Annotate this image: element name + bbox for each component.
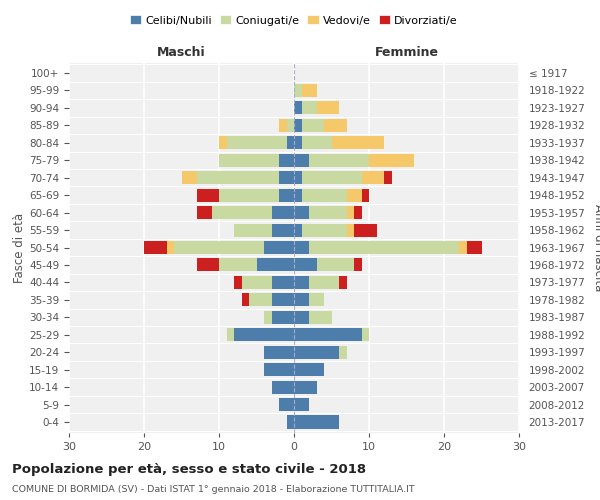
Bar <box>219 154 279 167</box>
Bar <box>302 188 347 202</box>
Bar <box>257 258 294 272</box>
Bar <box>144 241 167 254</box>
Bar <box>287 136 294 149</box>
Bar <box>317 102 339 114</box>
Bar <box>241 294 249 306</box>
Bar <box>302 171 361 184</box>
Bar <box>294 154 309 167</box>
Bar <box>384 171 392 184</box>
Bar <box>234 328 294 342</box>
Bar <box>294 416 339 428</box>
Bar <box>249 294 271 306</box>
Bar <box>294 171 302 184</box>
Bar <box>197 171 279 184</box>
Bar <box>279 188 294 202</box>
Bar <box>279 154 294 167</box>
Bar <box>174 241 264 254</box>
Bar <box>309 154 369 167</box>
Bar <box>294 363 324 376</box>
Bar <box>294 119 302 132</box>
Bar <box>347 188 361 202</box>
Bar <box>294 206 309 219</box>
Bar <box>459 241 467 254</box>
Bar <box>354 258 361 272</box>
Bar <box>467 241 482 254</box>
Bar <box>264 311 271 324</box>
Bar <box>309 276 339 289</box>
Bar <box>279 398 294 411</box>
Bar <box>339 276 347 289</box>
Bar <box>294 328 361 342</box>
Bar <box>294 188 302 202</box>
Legend: Celibi/Nubili, Coniugati/e, Vedovi/e, Divorziati/e: Celibi/Nubili, Coniugati/e, Vedovi/e, Di… <box>126 10 462 30</box>
Bar <box>227 328 234 342</box>
Bar <box>264 346 294 359</box>
Bar <box>309 241 459 254</box>
Bar <box>219 258 257 272</box>
Bar <box>264 363 294 376</box>
Bar <box>361 171 384 184</box>
Bar <box>361 328 369 342</box>
Bar <box>302 224 347 236</box>
Bar <box>271 276 294 289</box>
Bar <box>294 346 339 359</box>
Bar <box>294 136 302 149</box>
Bar <box>302 136 331 149</box>
Bar <box>294 258 317 272</box>
Bar <box>219 188 279 202</box>
Bar <box>294 102 302 114</box>
Bar <box>347 224 354 236</box>
Bar <box>271 311 294 324</box>
Bar <box>294 224 302 236</box>
Bar <box>197 206 212 219</box>
Text: Maschi: Maschi <box>157 46 206 59</box>
Bar <box>271 224 294 236</box>
Bar <box>317 258 354 272</box>
Bar <box>294 276 309 289</box>
Bar <box>361 188 369 202</box>
Text: COMUNE DI BORMIDA (SV) - Dati ISTAT 1° gennaio 2018 - Elaborazione TUTTITALIA.IT: COMUNE DI BORMIDA (SV) - Dati ISTAT 1° g… <box>12 485 415 494</box>
Bar <box>309 206 347 219</box>
Bar <box>309 294 324 306</box>
Bar <box>271 294 294 306</box>
Bar <box>271 380 294 394</box>
Bar <box>347 206 354 219</box>
Bar <box>182 171 197 184</box>
Bar <box>197 258 219 272</box>
Bar <box>354 206 361 219</box>
Bar <box>302 119 324 132</box>
Bar <box>294 241 309 254</box>
Bar <box>339 346 347 359</box>
Bar <box>241 276 271 289</box>
Bar <box>264 241 294 254</box>
Bar <box>219 136 227 149</box>
Text: Femmine: Femmine <box>374 46 439 59</box>
Text: Popolazione per età, sesso e stato civile - 2018: Popolazione per età, sesso e stato civil… <box>12 462 366 475</box>
Bar <box>234 224 271 236</box>
Bar <box>294 311 309 324</box>
Bar <box>234 276 241 289</box>
Bar <box>331 136 384 149</box>
Y-axis label: Fasce di età: Fasce di età <box>13 212 26 282</box>
Bar <box>167 241 174 254</box>
Bar <box>302 84 317 97</box>
Bar <box>287 416 294 428</box>
Bar <box>279 171 294 184</box>
Bar <box>369 154 414 167</box>
Bar <box>324 119 347 132</box>
Bar <box>294 294 309 306</box>
Bar <box>294 380 317 394</box>
Bar <box>294 398 309 411</box>
Bar <box>287 119 294 132</box>
Bar <box>271 206 294 219</box>
Bar <box>302 102 317 114</box>
Bar <box>279 119 287 132</box>
Bar <box>227 136 287 149</box>
Bar <box>294 84 302 97</box>
Bar <box>354 224 377 236</box>
Bar <box>197 188 219 202</box>
Bar <box>212 206 271 219</box>
Bar <box>309 311 331 324</box>
Y-axis label: Anni di nascita: Anni di nascita <box>592 204 600 291</box>
